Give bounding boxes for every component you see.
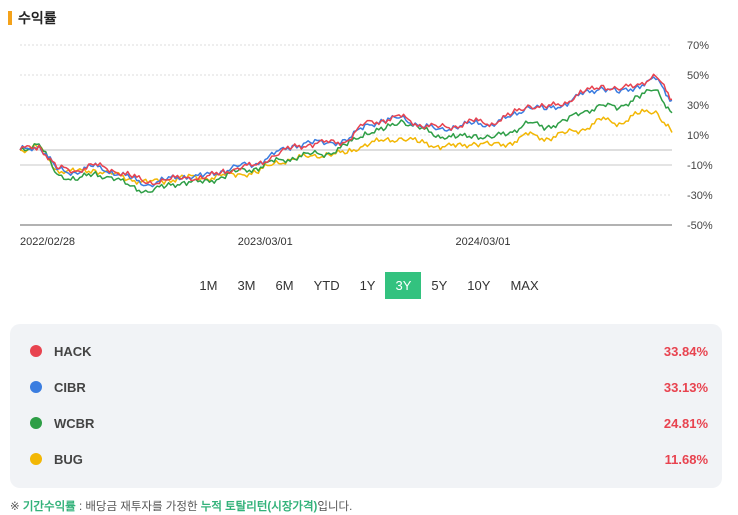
- period-10y-button[interactable]: 10Y: [467, 278, 491, 293]
- legend-row-wcbr: WCBR 24.81%: [10, 411, 722, 435]
- y-tick-label: 10%: [687, 130, 709, 142]
- legend-name-cibr: CIBR: [54, 379, 86, 395]
- footnote: ※ 기간수익률 : 배당금 재투자를 가정한 누적 토탈리턴(시장가격)입니다.: [10, 498, 352, 514]
- legend-value-wcbr: 24.81%: [663, 415, 708, 431]
- period-max-button[interactable]: MAX: [510, 278, 539, 293]
- x-tick-label: 2024/03/01: [455, 236, 510, 248]
- legend-row-bug: BUG 11.68%: [10, 447, 722, 471]
- legend-value-cibr: 33.13%: [663, 379, 708, 395]
- returns-legend-panel: HACK 33.84% CIBR 33.13% WCBR 24.81% BUG …: [10, 324, 722, 488]
- legend-dot-cibr: [30, 381, 42, 393]
- legend-dot-bug: [30, 453, 42, 465]
- y-tick-label: -30%: [687, 190, 713, 202]
- x-tick-label: 2022/02/28: [20, 236, 75, 248]
- period-3y-button[interactable]: 3Y: [385, 272, 422, 299]
- legend-value-hack: 33.84%: [663, 343, 708, 359]
- footnote-prefix: ※: [10, 501, 23, 513]
- period-1m-button[interactable]: 1M: [199, 278, 218, 293]
- period-5y-button[interactable]: 5Y: [431, 278, 448, 293]
- y-tick-label: 70%: [687, 40, 709, 52]
- legend-name-bug: BUG: [54, 451, 83, 467]
- y-tick-label: -10%: [687, 160, 713, 172]
- footnote-suffix: 입니다.: [317, 501, 353, 513]
- y-tick-label: -50%: [687, 220, 713, 232]
- footnote-term: 기간수익률: [22, 501, 76, 513]
- period-ytd-button[interactable]: YTD: [313, 278, 340, 293]
- legend-value-bug: 11.68%: [664, 451, 708, 467]
- legend-dot-wcbr: [30, 417, 42, 429]
- period-3m-button[interactable]: 3M: [237, 278, 256, 293]
- series-line-wcbr: [19, 88, 673, 194]
- section-header: 수익률: [8, 8, 57, 28]
- page-title: 수익률: [18, 10, 57, 26]
- y-tick-label: 50%: [687, 70, 709, 82]
- series-line-hack: [19, 73, 673, 186]
- legend-row-hack: HACK 33.84%: [10, 339, 722, 363]
- legend-name-hack: HACK: [54, 343, 92, 359]
- period-1y-button[interactable]: 1Y: [359, 278, 376, 293]
- period-selector: 1M 3M 6M YTD 1Y 3Y 5Y 10Y MAX: [0, 272, 738, 299]
- legend-dot-hack: [30, 345, 42, 357]
- footnote-highlight: 누적 토탈리턴(시장가격): [200, 501, 318, 513]
- y-tick-label: 30%: [687, 100, 709, 112]
- legend-name-wcbr: WCBR: [54, 415, 95, 431]
- legend-row-cibr: CIBR 33.13%: [10, 375, 722, 399]
- footnote-mid: : 배당금 재투자를 가정한: [75, 501, 201, 513]
- title-accent-bar: [8, 11, 12, 25]
- x-tick-label: 2023/03/01: [238, 236, 293, 248]
- period-6m-button[interactable]: 6M: [275, 278, 294, 293]
- returns-line-chart: 70% 50% 30% 10% -10% -30% -50% 2022/02/28 2023/0…: [19, 40, 713, 248]
